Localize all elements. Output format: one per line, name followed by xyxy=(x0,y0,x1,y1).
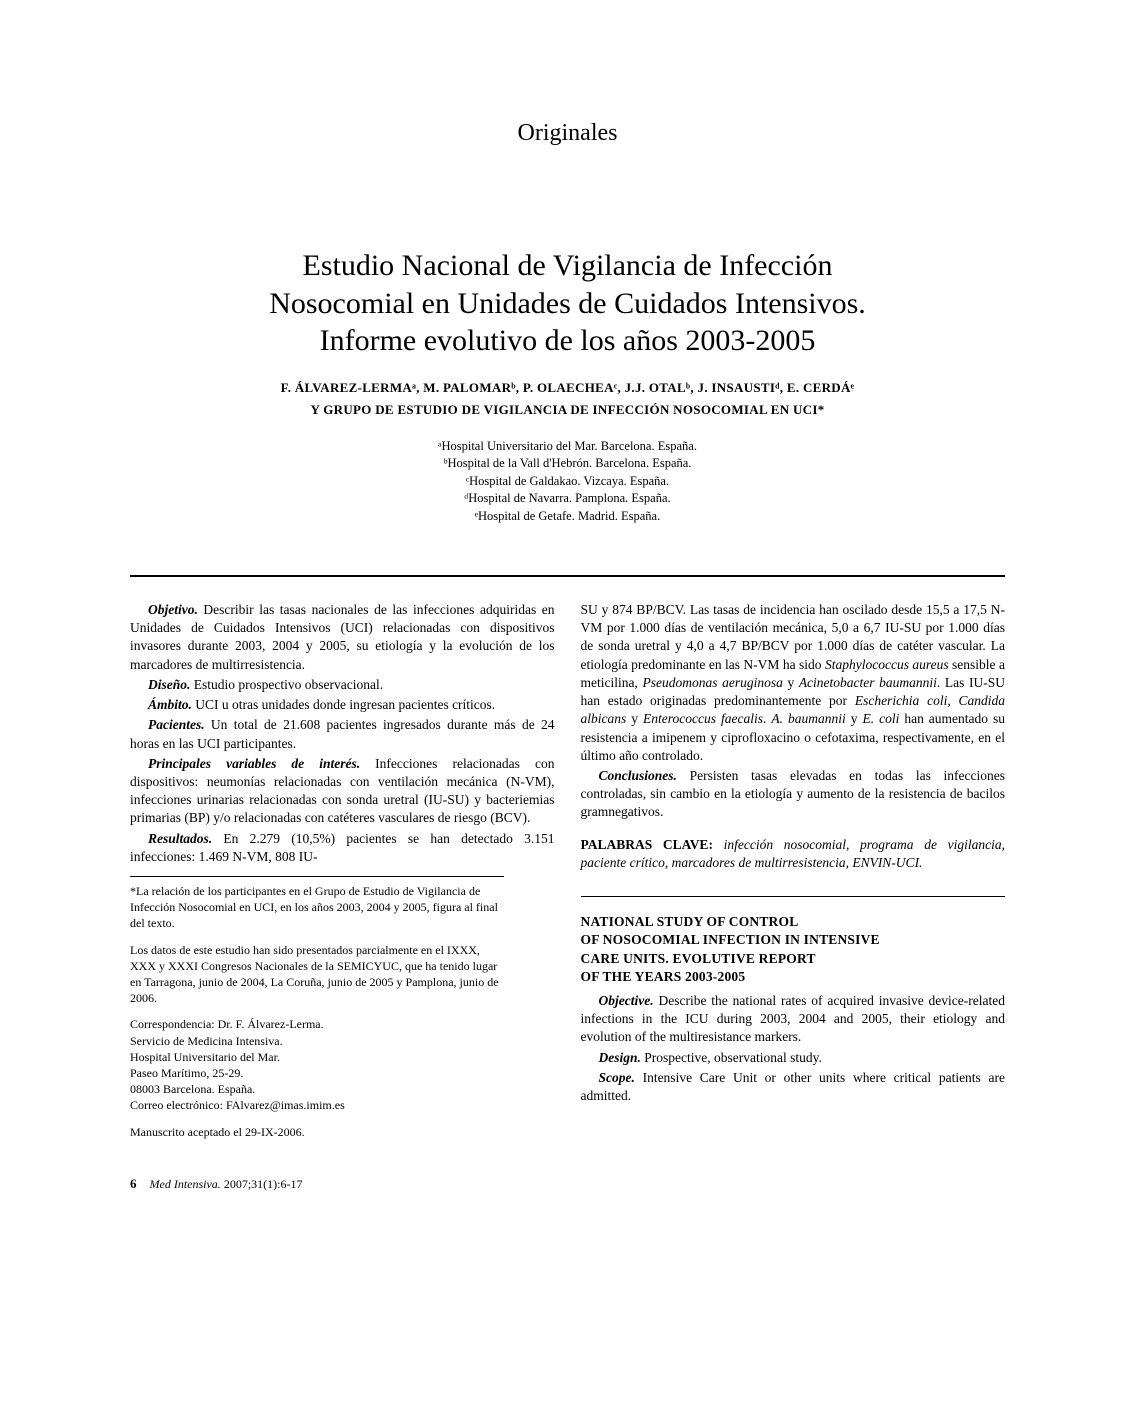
corr-line: Paseo Marítimo, 25-29. xyxy=(130,1066,243,1080)
title-line: Estudio Nacional de Vigilancia de Infecc… xyxy=(303,249,833,282)
journal-name: Med Intensiva. xyxy=(150,1177,221,1191)
affiliation: ᵃHospital Universitario del Mar. Barcelo… xyxy=(438,439,697,453)
organism: Enterococcus faecalis xyxy=(643,711,763,726)
title-line: Nosocomial en Unidades de Cuidados Inten… xyxy=(269,287,866,320)
en-scope-label: Scope. xyxy=(599,1070,635,1085)
section-header: Originales xyxy=(130,120,1005,147)
en-title-line: CARE UNITS. EVOLUTIVE REPORT xyxy=(581,951,816,966)
diseno-text: Estudio prospectivo observacional. xyxy=(190,677,383,692)
correspondence: Correspondencia: Dr. F. Álvarez-Lerma. S… xyxy=(130,1016,504,1113)
en-design-label: Design. xyxy=(599,1050,641,1065)
affiliation: ᵇHospital de la Vall d'Hebrón. Barcelona… xyxy=(444,456,692,470)
variables-label: Principales variables de interés. xyxy=(148,756,360,771)
page-number: 6 xyxy=(130,1176,137,1191)
english-title: NATIONAL STUDY OF CONTROL OF NOSOCOMIAL … xyxy=(581,913,1006,986)
divider-rule xyxy=(130,575,1005,577)
resultados-continued: SU y 874 BP/BCV. Las tasas de incidencia… xyxy=(581,601,1006,765)
pacientes-label: Pacientes. xyxy=(148,717,205,732)
organism: Escherichia coli xyxy=(855,693,948,708)
abstract-objetivo: Objetivo. Describir las tasas nacionales… xyxy=(130,601,555,674)
title-line: Informe evolutivo de los años 2003-2005 xyxy=(320,324,816,357)
affiliation: ᵈHospital de Navarra. Pamplona. España. xyxy=(464,491,670,505)
affiliations: ᵃHospital Universitario del Mar. Barcelo… xyxy=(130,438,1005,526)
abstract-diseno: Diseño. Estudio prospectivo observaciona… xyxy=(130,676,555,694)
en-abstract-design: Design. Prospective, observational study… xyxy=(581,1049,1006,1067)
left-column: Objetivo. Describir las tasas nacionales… xyxy=(130,601,555,1150)
study-group-line: Y GRUPO DE ESTUDIO DE VIGILANCIA DE INFE… xyxy=(130,402,1005,418)
en-abstract-objective: Objective. Describe the national rates o… xyxy=(581,992,1006,1047)
ambito-label: Ámbito. xyxy=(148,697,192,712)
page-footer: 6 Med Intensiva. 2007;31(1):6-17 xyxy=(130,1176,1005,1192)
en-design-text: Prospective, observational study. xyxy=(641,1050,822,1065)
keywords: PALABRAS CLAVE: infección nosocomial, pr… xyxy=(581,836,1006,872)
affiliation: ᵉHospital de Getafe. Madrid. España. xyxy=(475,509,660,523)
column-divider-rule xyxy=(581,896,1006,897)
conclusiones-label: Conclusiones. xyxy=(599,768,677,783)
abstract-pacientes: Pacientes. Un total de 21.608 pacientes … xyxy=(130,716,555,752)
en-title-line: NATIONAL STUDY OF CONTROL xyxy=(581,914,799,929)
en-scope-text: Intensive Care Unit or other units where… xyxy=(581,1070,1006,1103)
article-title: Estudio Nacional de Vigilancia de Infecc… xyxy=(130,247,1005,360)
abstract-variables: Principales variables de interés. Infecc… xyxy=(130,755,555,828)
page: Originales Estudio Nacional de Vigilanci… xyxy=(0,0,1135,1232)
abstract-conclusiones: Conclusiones. Persisten tasas elevadas e… xyxy=(581,767,1006,822)
en-title-line: OF NOSOCOMIAL INFECTION IN INTENSIVE xyxy=(581,932,880,947)
corr-line: Hospital Universitario del Mar. xyxy=(130,1050,280,1064)
organism: A. baumannii xyxy=(771,711,845,726)
right-column: SU y 874 BP/BCV. Las tasas de incidencia… xyxy=(581,601,1006,1150)
authors-line: F. ÁLVAREZ-LERMAᵃ, M. PALOMARᵇ, P. OLAEC… xyxy=(130,380,1005,396)
ambito-text: UCI u otras unidades donde ingresan paci… xyxy=(192,697,495,712)
en-title-line: OF THE YEARS 2003-2005 xyxy=(581,969,746,984)
affiliation: ᶜHospital de Galdakao. Vizcaya. España. xyxy=(466,474,669,488)
corr-line: Correo electrónico: FAlvarez@imas.imim.e… xyxy=(130,1098,345,1112)
organism: Pseudomonas aeruginosa xyxy=(642,675,782,690)
abstract-resultados: Resultados. En 2.279 (10,5%) pacientes s… xyxy=(130,830,555,866)
two-column-body: Objetivo. Describir las tasas nacionales… xyxy=(130,601,1005,1150)
corr-line: 08003 Barcelona. España. xyxy=(130,1082,255,1096)
keywords-label: PALABRAS CLAVE: xyxy=(581,837,713,852)
footnotes-block: *La relación de los participantes en el … xyxy=(130,876,504,1140)
organism: E. coli xyxy=(862,711,899,726)
corr-line: Servicio de Medicina Intensiva. xyxy=(130,1034,283,1048)
resultados-label: Resultados. xyxy=(148,831,212,846)
organism: Staphylococcus aureus xyxy=(825,657,949,672)
citation: 2007;31(1):6-17 xyxy=(221,1177,303,1191)
diseno-label: Diseño. xyxy=(148,677,190,692)
footnote-presentation: Los datos de este estudio han sido prese… xyxy=(130,942,504,1007)
objetivo-label: Objetivo. xyxy=(148,602,198,617)
organism: Acinetobacter baumannii xyxy=(799,675,937,690)
footnote-participants: *La relación de los participantes en el … xyxy=(130,883,504,932)
corr-line: Correspondencia: Dr. F. Álvarez-Lerma. xyxy=(130,1017,324,1031)
en-objective-label: Objective. xyxy=(599,993,654,1008)
en-abstract-scope: Scope. Intensive Care Unit or other unit… xyxy=(581,1069,1006,1105)
manuscript-accepted: Manuscrito aceptado el 29-IX-2006. xyxy=(130,1124,504,1140)
abstract-ambito: Ámbito. UCI u otras unidades donde ingre… xyxy=(130,696,555,714)
